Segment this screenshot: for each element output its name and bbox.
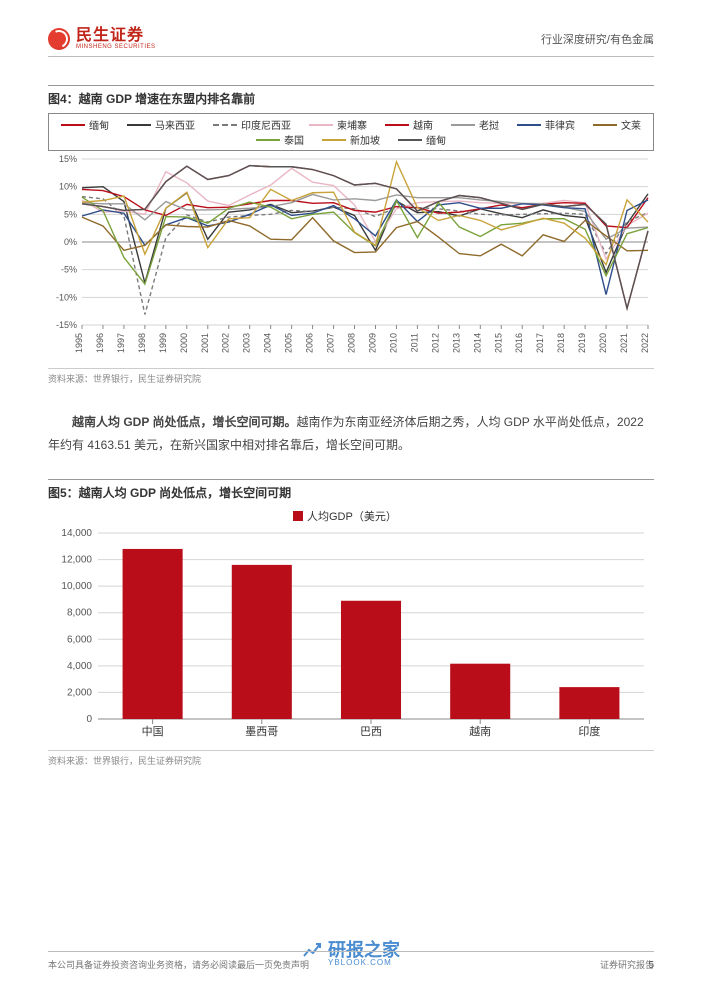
fig5-chart: 0 2,000 4,000 6,000 8,000 10,000 12,000 14,000 中… — [48, 507, 654, 748]
svg-text:5%: 5% — [64, 209, 77, 219]
svg-text:2017: 2017 — [535, 333, 545, 353]
legend-item: 新加坡 — [322, 132, 380, 147]
svg-text:8,000: 8,000 — [67, 607, 92, 618]
body-paragraph: 越南人均 GDP 尚处低点，增长空间可期。越南作为东南亚经济体后期之秀，人均 G… — [48, 411, 654, 457]
svg-text:10%: 10% — [59, 182, 77, 192]
svg-text:2020: 2020 — [598, 333, 608, 353]
legend-item: 老挝 — [451, 117, 499, 132]
legend-item: 菲律宾 — [517, 117, 575, 132]
svg-text:12,000: 12,000 — [61, 554, 92, 565]
svg-text:2006: 2006 — [305, 333, 315, 353]
svg-text:2015: 2015 — [493, 333, 503, 353]
svg-text:2005: 2005 — [284, 333, 294, 353]
svg-text:印度: 印度 — [578, 724, 600, 738]
svg-text:2016: 2016 — [514, 333, 524, 353]
legend-item: 马来西亚 — [127, 117, 195, 132]
svg-text:2008: 2008 — [347, 333, 357, 353]
svg-text:2012: 2012 — [430, 333, 440, 353]
logo-icon — [48, 28, 70, 50]
fig4-chart: 缅甸马来西亚印度尼西亚柬埔寨越南老挝菲律宾文莱泰国新加坡缅甸 -15%-10%-… — [48, 113, 654, 366]
svg-text:人均GDP（美元）: 人均GDP（美元） — [307, 510, 397, 523]
svg-text:6,000: 6,000 — [67, 634, 92, 645]
svg-text:2010: 2010 — [388, 333, 398, 353]
svg-text:2001: 2001 — [200, 333, 210, 353]
svg-text:1999: 1999 — [158, 333, 168, 353]
fig4-title: 图4：越南 GDP 增速在东盟内排名靠前 — [48, 85, 654, 107]
svg-text:2022: 2022 — [640, 333, 650, 353]
svg-text:0%: 0% — [64, 237, 77, 247]
fig4-legend: 缅甸 马来西亚 印度尼西亚 柬埔寨 越南 老挝 菲律宾 文莱泰国 新加坡 缅甸 — [48, 113, 654, 151]
fig5-source: 资料来源：世界银行，民生证券研究院 — [48, 750, 654, 767]
svg-text:2019: 2019 — [577, 333, 587, 353]
footer-right: 证券研究报告 — [600, 958, 654, 971]
brand-logo: 民生证券 MINSHENG SECURITIES — [48, 28, 156, 50]
logo-text-en: MINSHENG SECURITIES — [76, 44, 156, 50]
svg-text:2018: 2018 — [556, 333, 566, 353]
svg-text:10,000: 10,000 — [61, 581, 92, 592]
svg-text:14,000: 14,000 — [61, 528, 92, 539]
svg-text:2000: 2000 — [179, 333, 189, 353]
svg-text:1995: 1995 — [74, 333, 84, 353]
svg-text:-15%: -15% — [56, 320, 77, 330]
svg-text:2021: 2021 — [619, 333, 629, 353]
legend-item: 印度尼西亚 — [213, 117, 291, 132]
legend-item: 缅甸 — [61, 117, 109, 132]
svg-text:1998: 1998 — [137, 333, 147, 353]
fig4-source: 资料来源：世界银行，民生证券研究院 — [48, 368, 654, 385]
svg-text:2009: 2009 — [367, 333, 377, 353]
page-footer: 本公司具备证券投资咨询业务资格，请务必阅读最后一页免责声明 证券研究报告 — [48, 951, 654, 971]
fig4-line-chart: -15% -10% -5% 0% 5% 10% 15% 1995 1996 1997 1998 199… — [48, 151, 654, 361]
svg-text:1997: 1997 — [116, 333, 126, 353]
page-number: 5 — [648, 960, 654, 971]
svg-text:2011: 2011 — [409, 333, 419, 352]
fig5-title: 图5：越南人均 GDP 尚处低点，增长空间可期 — [48, 479, 654, 501]
svg-text:2014: 2014 — [472, 333, 482, 353]
legend-item: 缅甸 — [398, 132, 446, 147]
svg-text:2013: 2013 — [451, 333, 461, 353]
svg-text:1996: 1996 — [95, 333, 105, 353]
legend-item: 文莱 — [593, 117, 641, 132]
svg-text:中国: 中国 — [142, 725, 164, 738]
svg-text:巴西: 巴西 — [360, 726, 382, 738]
footer-left: 本公司具备证券投资咨询业务资格，请务必阅读最后一页免责声明 — [48, 958, 309, 971]
paragraph-bold: 越南人均 GDP 尚处低点，增长空间可期。 — [72, 415, 296, 429]
svg-text:2004: 2004 — [263, 333, 273, 353]
svg-text:-10%: -10% — [56, 292, 77, 302]
svg-text:2,000: 2,000 — [67, 687, 92, 698]
svg-text:-5%: -5% — [61, 265, 77, 275]
page-header: 民生证券 MINSHENG SECURITIES 行业深度研究/有色金属 — [48, 28, 654, 57]
svg-text:2002: 2002 — [221, 333, 231, 353]
legend-item: 柬埔寨 — [309, 117, 367, 132]
svg-text:4,000: 4,000 — [67, 660, 92, 671]
svg-text:2007: 2007 — [326, 333, 336, 353]
fig5-bar-chart: 0 2,000 4,000 6,000 8,000 10,000 12,000 14,000 中… — [48, 507, 654, 743]
logo-text-cn: 民生证券 — [76, 28, 156, 44]
svg-text:15%: 15% — [59, 154, 77, 164]
legend-item: 泰国 — [256, 132, 304, 147]
legend-item: 越南 — [385, 117, 433, 132]
svg-text:越南: 越南 — [469, 724, 491, 738]
breadcrumb: 行业深度研究/有色金属 — [541, 31, 654, 47]
svg-text:0: 0 — [86, 714, 92, 725]
svg-text:墨西哥: 墨西哥 — [245, 725, 278, 738]
svg-text:2003: 2003 — [242, 333, 252, 353]
